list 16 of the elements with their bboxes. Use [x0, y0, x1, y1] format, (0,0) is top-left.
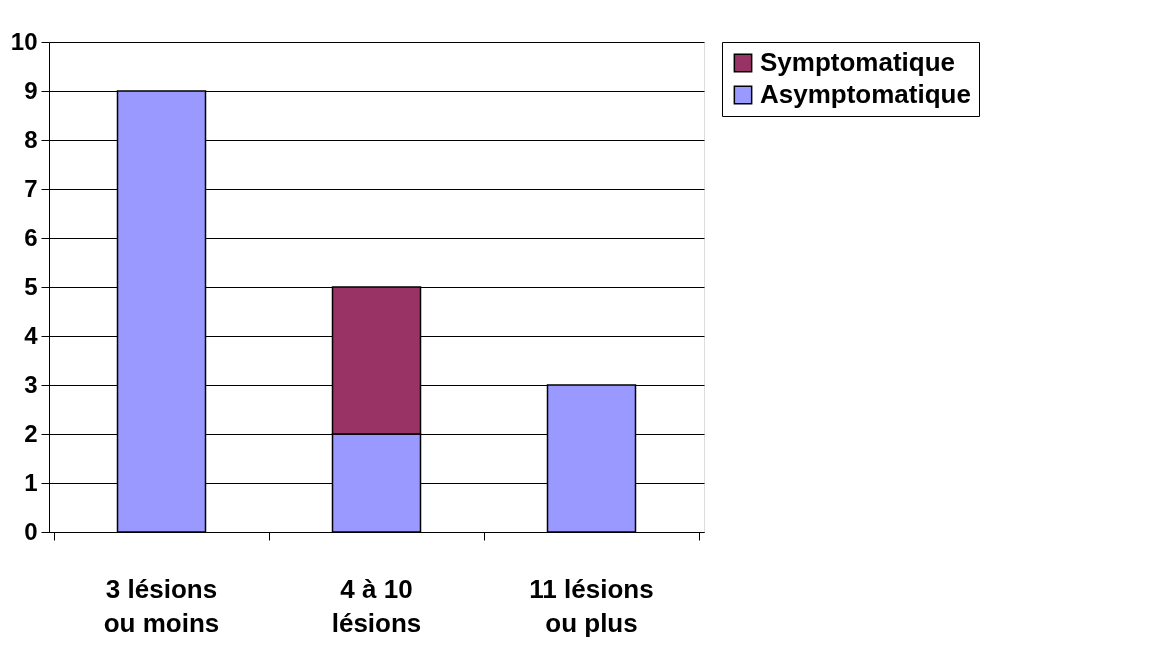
y-tick-label: 9: [24, 76, 38, 104]
x-tick-label: 4 à 10 lésions: [331, 574, 422, 638]
y-tick-label: 1: [24, 468, 38, 496]
y-tick-label: 2: [24, 419, 38, 447]
legend-label: Symptomatique: [760, 47, 956, 77]
y-tick-label: 0: [24, 517, 38, 545]
y-tick-label: 10: [10, 27, 38, 55]
y-tick-label: 7: [24, 174, 38, 202]
y-tick-label: 4: [24, 321, 39, 349]
y-tick-label: 6: [24, 223, 38, 251]
y-tick-label: 3: [24, 370, 38, 398]
y-tick-label: 5: [24, 272, 38, 300]
y-tick-label: 8: [24, 125, 38, 153]
x-tick-label: 3 lésions ou moins: [103, 574, 220, 638]
legend-label: Asymptomatique: [760, 79, 971, 109]
x-tick-label: 11 lésions ou plus: [529, 574, 654, 638]
